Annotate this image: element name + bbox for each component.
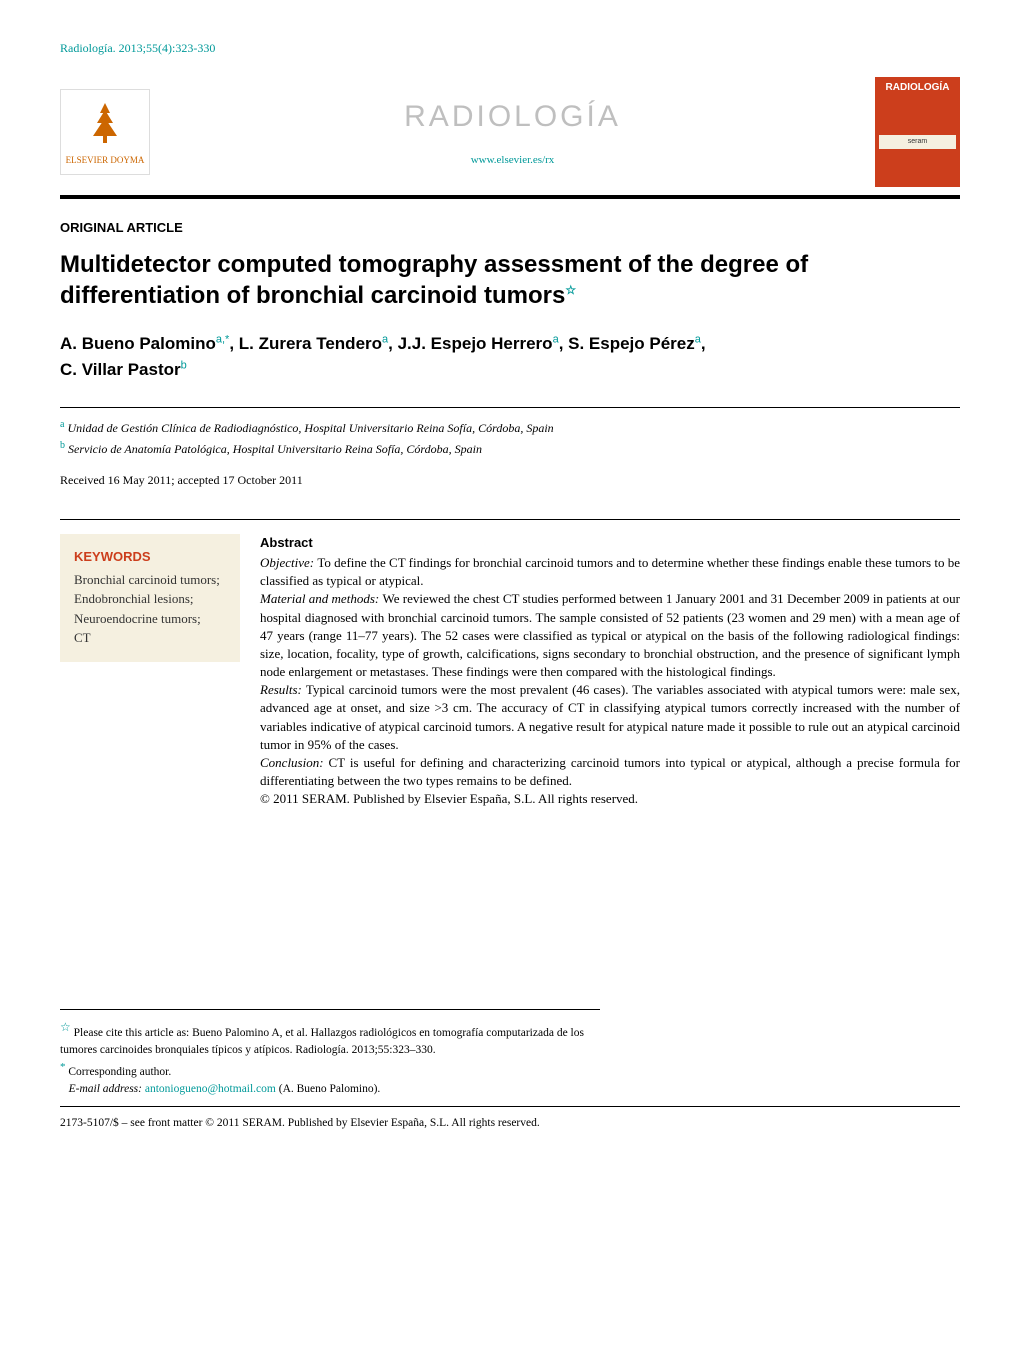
keywords-list: Bronchial carcinoid tumors; Endobronchia… (74, 570, 226, 648)
article-dates: Received 16 May 2011; accepted 17 Octobe… (60, 472, 960, 489)
affiliation-b: b Servicio de Anatomía Patológica, Hospi… (60, 439, 960, 458)
header-citation: Radiología. 2013;55(4):323-330 (60, 40, 960, 57)
authors: A. Bueno Palominoa,*, L. Zurera Tenderoa… (60, 331, 960, 382)
abstract-conclusion: Conclusion: CT is useful for defining an… (260, 754, 960, 790)
affil-b-text: Servicio de Anatomía Patológica, Hospita… (65, 442, 482, 456)
affil-a-text: Unidad de Gestión Clínica de Radiodiagnó… (64, 421, 553, 435)
abstract-methods: Material and methods: We reviewed the ch… (260, 590, 960, 681)
author-5: C. Villar Pastor (60, 360, 181, 379)
affiliations: a Unidad de Gestión Clínica de Radiodiag… (60, 407, 960, 458)
conclusion-label: Conclusion: (260, 755, 329, 770)
objective-label: Objective: (260, 555, 317, 570)
methods-label: Material and methods: (260, 591, 382, 606)
abstract-objective: Objective: To define the CT findings for… (260, 554, 960, 590)
journal-url[interactable]: www.elsevier.es/rx (150, 153, 875, 168)
keywords-heading: KEYWORDS (74, 548, 226, 566)
email-link[interactable]: antoniogueno@hotmail.com (145, 1083, 276, 1095)
author-sep-4: , (701, 334, 706, 353)
results-label: Results: (260, 682, 306, 697)
footnotes: ☆ Please cite this article as: Bueno Pal… (60, 1009, 600, 1099)
title-text: Multidetector computed tomography assess… (60, 251, 808, 309)
cover-footer: seram (879, 135, 956, 149)
objective-text: To define the CT findings for bronchial … (260, 555, 960, 588)
footnote-citeas: ☆ Please cite this article as: Bueno Pal… (60, 1018, 600, 1059)
author-1: A. Bueno Palomino (60, 334, 216, 353)
author-sep-3: , S. Espejo Pérez (559, 334, 695, 353)
elsevier-tree-icon (65, 98, 145, 154)
author-5-sup: b (181, 359, 187, 371)
affiliation-a: a Unidad de Gestión Clínica de Radiodiag… (60, 418, 960, 437)
abstract-heading: Abstract (260, 534, 960, 552)
corresponding-text: Corresponding author. (66, 1066, 172, 1078)
footnote-corresponding: * Corresponding author. (60, 1059, 600, 1081)
publisher-name: ELSEVIER DOYMA (65, 154, 145, 167)
abstract-section: KEYWORDS Bronchial carcinoid tumors; End… (60, 519, 960, 809)
masthead: ELSEVIER DOYMA RADIOLOGÍA www.elsevier.e… (60, 77, 960, 199)
article-type: ORIGINAL ARTICLE (60, 219, 960, 237)
author-sep-2: , J.J. Espejo Herrero (388, 334, 552, 353)
title-star-icon: ☆ (565, 283, 576, 297)
footnote-star-icon: ☆ (60, 1020, 71, 1034)
email-label: E-mail address: (69, 1083, 145, 1095)
email-suffix: (A. Bueno Palomino). (276, 1083, 380, 1095)
author-1-sup: a,* (216, 334, 229, 346)
keywords-box: KEYWORDS Bronchial carcinoid tumors; End… (60, 534, 240, 662)
abstract-copyright: © 2011 SERAM. Published by Elsevier Espa… (260, 790, 960, 808)
author-sep-1: , L. Zurera Tendero (229, 334, 382, 353)
abstract-content: Abstract Objective: To define the CT fin… (260, 534, 960, 809)
cover-title: RADIOLOGÍA (879, 81, 956, 95)
results-text: Typical carcinoid tumors were the most p… (260, 682, 960, 752)
cite-as-text: Please cite this article as: Bueno Palom… (60, 1026, 584, 1055)
journal-title: RADIOLOGÍA (150, 96, 875, 138)
abstract-results: Results: Typical carcinoid tumors were t… (260, 681, 960, 754)
publisher-logo: ELSEVIER DOYMA (60, 89, 150, 176)
journal-cover-thumbnail: RADIOLOGÍA seram (875, 77, 960, 187)
front-matter: 2173-5107/$ – see front matter © 2011 SE… (60, 1106, 960, 1131)
article-title: Multidetector computed tomography assess… (60, 249, 960, 311)
footnote-email: E-mail address: antoniogueno@hotmail.com… (60, 1081, 600, 1098)
journal-title-block: RADIOLOGÍA www.elsevier.es/rx (150, 96, 875, 168)
conclusion-text: CT is useful for defining and characteri… (260, 755, 960, 788)
